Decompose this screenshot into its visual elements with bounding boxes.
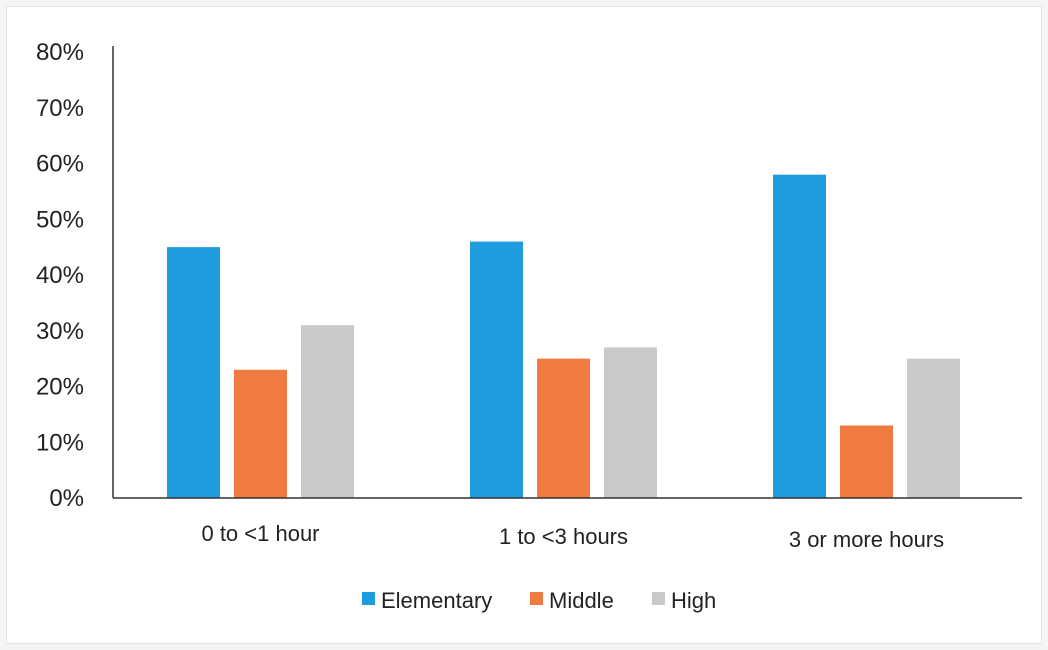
y-axis-ticks: 0% 10% 20% 30% 40% 50% 60% 70% 80% (36, 39, 84, 512)
bars (167, 174, 960, 499)
legend: Elementary Middle High (362, 588, 716, 613)
category-labels: 0 to <1 hour 1 to <3 hours 3 or more hours (201, 521, 944, 552)
legend-swatch-middle (530, 592, 543, 605)
legend-label-middle: Middle (549, 588, 614, 613)
y-tick-label: 30% (36, 318, 84, 345)
y-tick-label: 10% (36, 429, 84, 456)
x-category-label: 3 or more hours (789, 527, 944, 552)
bar-middle-3 (840, 425, 893, 498)
y-tick-label: 70% (36, 95, 84, 122)
y-tick-label: 60% (36, 151, 84, 178)
y-tick-label: 50% (36, 206, 84, 233)
bar-high-3 (907, 358, 960, 498)
y-tick-label: 20% (36, 374, 84, 401)
legend-swatch-high (652, 592, 665, 605)
y-tick-label: 80% (36, 39, 84, 66)
legend-label-elementary: Elementary (381, 588, 492, 613)
y-tick-label: 0% (49, 485, 84, 512)
bar-high-1 (301, 325, 354, 498)
bar-elementary-1 (167, 247, 220, 498)
bar-middle-1 (234, 369, 287, 498)
legend-swatch-elementary (362, 592, 375, 605)
bar-elementary-2 (470, 241, 523, 499)
y-tick-label: 40% (36, 262, 84, 289)
bar-high-2 (604, 347, 657, 498)
bar-middle-2 (537, 358, 590, 498)
x-category-label: 1 to <3 hours (499, 524, 628, 549)
bar-elementary-3 (773, 174, 826, 498)
legend-label-high: High (671, 588, 716, 613)
x-category-label: 0 to <1 hour (201, 521, 319, 546)
